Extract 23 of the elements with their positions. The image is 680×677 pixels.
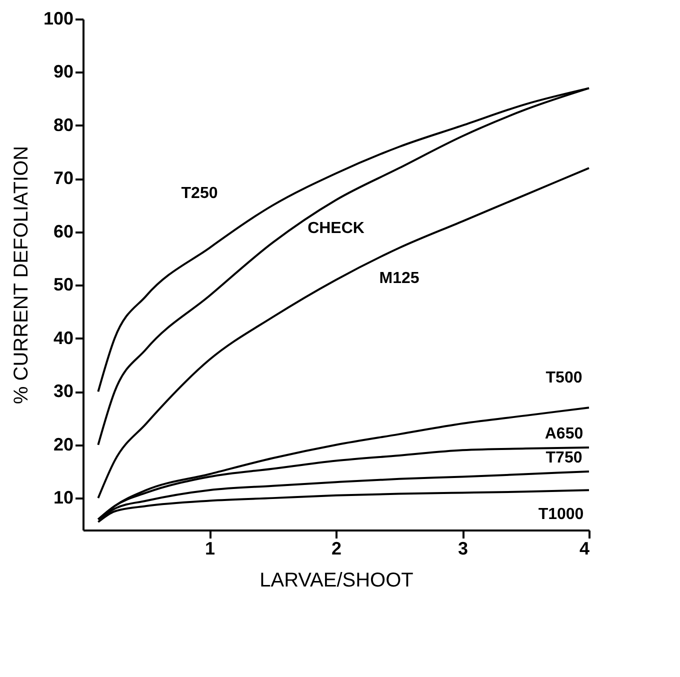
x-tick-label: 2 xyxy=(331,538,342,558)
x-tick-label: 1 xyxy=(204,538,216,558)
y-axis-title: % CURRENT DEFOLIATION xyxy=(10,146,32,404)
y-tick-label: 70 xyxy=(53,168,74,188)
y-tick-label: 80 xyxy=(53,114,74,135)
series-label: T750 xyxy=(546,449,582,466)
series-label: A650 xyxy=(544,425,584,442)
x-axis-title: LARVAE/SHOOT xyxy=(260,570,414,592)
x-tick-label: 4 xyxy=(579,538,590,558)
series-label: T500 xyxy=(546,370,582,387)
y-tick-label: 30 xyxy=(53,381,74,402)
y-tick-label: 60 xyxy=(53,221,74,242)
x-tick-label: 3 xyxy=(458,538,468,558)
y-tick-label: 90 xyxy=(53,62,74,82)
text: T250 xyxy=(181,184,218,202)
series-label: CHECK xyxy=(308,220,365,237)
y-tick-label: 10 xyxy=(53,488,74,508)
y-tick-label: 40 xyxy=(53,328,74,348)
y-tick-label: 20 xyxy=(53,434,74,454)
y-tick-label: 50 xyxy=(53,274,74,295)
series-label: M125 xyxy=(379,270,420,287)
y-tick-label: 100 xyxy=(43,8,74,28)
series-label: T1000 xyxy=(538,506,584,524)
